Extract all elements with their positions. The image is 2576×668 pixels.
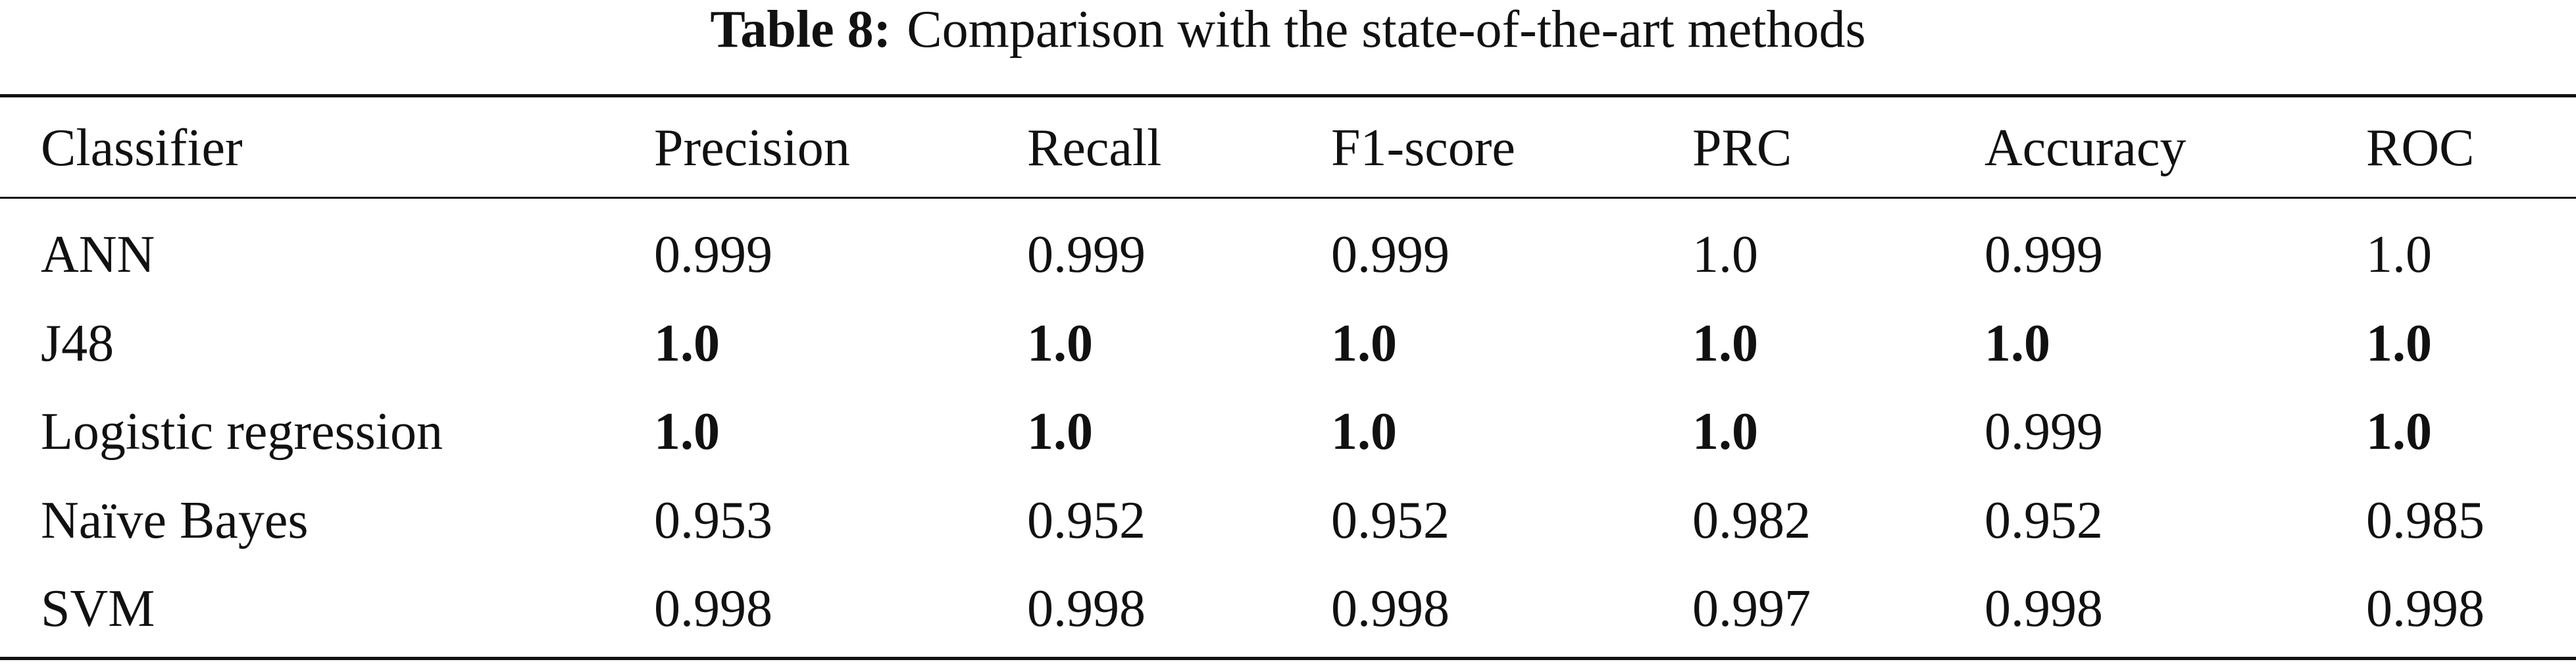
data-cell: 0.999 [1984,226,2103,284]
table-title: Table 8: Comparison with the state-of-the… [0,3,2576,56]
data-cell: 1.0 [1027,403,1093,461]
header-cell: F1-score [1331,119,1515,177]
data-cell: 0.982 [1692,491,1811,550]
top-rule [0,94,2576,97]
data-cell: 1.0 [1984,314,2050,373]
data-cell: 0.985 [2366,491,2485,550]
data-cell: 0.998 [2366,580,2485,638]
data-cell: 1.0 [654,314,720,373]
header-cell: Classifier [41,119,243,177]
header-cell: Precision [654,119,850,177]
bottom-rule [0,657,2576,660]
table-label: Table 8: [710,1,892,59]
data-cell: 0.998 [1027,580,1146,638]
data-cell: 0.998 [654,580,772,638]
header-cell: PRC [1692,119,1792,177]
data-cell: 1.0 [1692,226,1758,284]
header-rule [0,197,2576,199]
table-caption: Comparison with the state-of-the-art met… [907,1,1866,59]
data-cell: 1.0 [1331,314,1397,373]
row-label: J48 [41,314,114,373]
row-label: ANN [41,226,155,284]
row-label: Logistic regression [41,403,443,461]
data-cell: 0.953 [654,491,772,550]
data-cell: 1.0 [2366,226,2432,284]
row-label: Naïve Bayes [41,491,309,550]
data-cell: 1.0 [2366,314,2432,373]
data-cell: 1.0 [2366,403,2432,461]
data-cell: 0.999 [1027,226,1146,284]
data-cell: 0.998 [1331,580,1450,638]
data-cell: 1.0 [1331,403,1397,461]
data-cell: 0.999 [654,226,772,284]
header-cell: ROC [2366,119,2475,177]
data-cell: 0.999 [1984,403,2103,461]
data-cell: 0.999 [1331,226,1450,284]
data-cell: 0.997 [1692,580,1811,638]
data-cell: 0.952 [1027,491,1146,550]
data-cell: 1.0 [1692,314,1758,373]
data-cell: 0.998 [1984,580,2103,638]
row-label: SVM [41,580,155,638]
header-cell: Recall [1027,119,1162,177]
data-cell: 0.952 [1984,491,2103,550]
data-cell: 1.0 [1027,314,1093,373]
data-cell: 1.0 [1692,403,1758,461]
data-cell: 0.952 [1331,491,1450,550]
header-cell: Accuracy [1984,119,2186,177]
data-cell: 1.0 [654,403,720,461]
